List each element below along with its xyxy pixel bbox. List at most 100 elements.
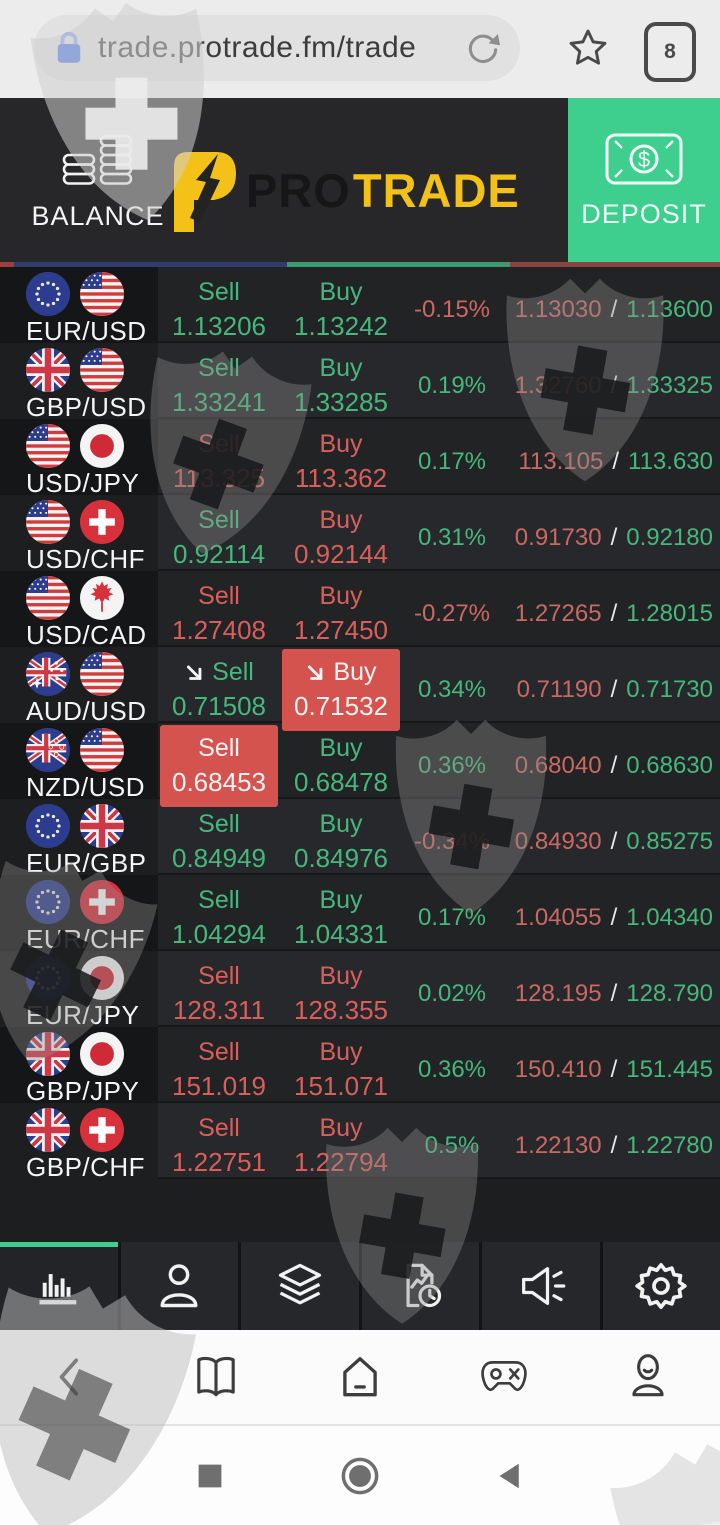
market-row[interactable]: NZD/USD Sell 0.68453 Buy 0.68478 0.36% 0…: [0, 723, 720, 809]
sell-button[interactable]: Sell 0.84949: [160, 801, 278, 883]
buy-button[interactable]: Buy 1.04331: [282, 877, 400, 959]
bookmark-star-icon[interactable]: [566, 26, 610, 70]
change-percent: 0.02%: [417, 980, 487, 1007]
pair-cell[interactable]: GBP/JPY: [0, 1027, 158, 1113]
daily-high: 151.445: [626, 1056, 713, 1083]
pair-cell[interactable]: GBP/CHF: [0, 1103, 158, 1189]
sell-price: 1.22751: [172, 1147, 266, 1177]
browser-nav-profile[interactable]: [576, 1330, 720, 1424]
buy-price: 0.71532: [294, 691, 388, 721]
buy-label: Buy: [319, 734, 363, 762]
pair-flags: [26, 1032, 154, 1076]
toolbar-tab-history[interactable]: [361, 1242, 479, 1330]
pair-cell[interactable]: GBP/USD: [0, 343, 158, 429]
daily-low: 0.91730: [514, 524, 602, 551]
browser-nav-home[interactable]: [288, 1330, 432, 1424]
sell-label: Sell: [198, 734, 240, 762]
pair-cell[interactable]: EUR/USD: [0, 267, 158, 353]
buy-button[interactable]: Buy 1.22794: [282, 1105, 400, 1187]
pair-cell[interactable]: USD/CHF: [0, 495, 158, 581]
sell-button[interactable]: Sell 1.33241: [160, 345, 278, 427]
quote-flag-icon: [80, 728, 124, 772]
toolbar-tab-settings[interactable]: [602, 1242, 720, 1330]
android-nav-recents[interactable]: [189, 1455, 231, 1497]
buy-button[interactable]: Buy 0.84976: [282, 801, 400, 883]
buy-button[interactable]: Buy 128.355: [282, 953, 400, 1035]
toolbar-tab-profile[interactable]: [120, 1242, 238, 1330]
daily-high: 1.33325: [626, 372, 713, 399]
buy-button[interactable]: Buy 0.92144: [282, 497, 400, 579]
market-row[interactable]: EUR/USD Sell 1.13206 Buy 1.13242 -0.15% …: [0, 267, 720, 353]
base-flag-icon: [26, 348, 70, 392]
tab-counter-button[interactable]: 8: [644, 22, 696, 82]
sell-button[interactable]: Sell 151.019: [160, 1029, 278, 1111]
daily-low: 128.195: [514, 980, 602, 1007]
daily-low-high: 1.22130 / 1.22780: [502, 1103, 720, 1189]
quote-flag-icon: [80, 652, 124, 696]
market-table: EUR/USD Sell 1.13206 Buy 1.13242 -0.15% …: [0, 267, 720, 1189]
market-row[interactable]: AUD/USD Sell 0.71508 Buy 0.71532 0.34% 0…: [0, 647, 720, 733]
pair-cell[interactable]: EUR/JPY: [0, 951, 158, 1037]
sell-button[interactable]: Sell 128.311: [160, 953, 278, 1035]
buy-button[interactable]: Buy 0.68478: [282, 725, 400, 807]
browser-nav-games[interactable]: [432, 1330, 576, 1424]
toolbar-tab-sound[interactable]: [482, 1242, 600, 1330]
sell-price: 0.71508: [172, 691, 266, 721]
sell-button[interactable]: Sell 1.04294: [160, 877, 278, 959]
pair-cell[interactable]: NZD/USD: [0, 723, 158, 809]
sell-label: Sell: [198, 354, 240, 382]
quote-flag-icon: [80, 348, 124, 392]
buy-button[interactable]: Buy 113.362: [282, 421, 400, 503]
balance-button[interactable]: BALANCE: [28, 124, 168, 232]
market-row[interactable]: USD/CAD Sell 1.27408 Buy 1.27450 -0.27% …: [0, 571, 720, 657]
pair-cell[interactable]: EUR/GBP: [0, 799, 158, 885]
market-row[interactable]: EUR/JPY Sell 128.311 Buy 128.355 0.02% 1…: [0, 951, 720, 1037]
android-nav-back[interactable]: [489, 1455, 531, 1497]
sell-button[interactable]: Sell 0.92114: [160, 497, 278, 579]
sell-button[interactable]: Sell 0.71508: [160, 649, 278, 731]
deposit-button[interactable]: $ DEPOSIT: [568, 98, 720, 262]
pair-cell[interactable]: USD/JPY: [0, 419, 158, 505]
refresh-icon[interactable]: [462, 27, 504, 69]
pair-flags: [26, 348, 154, 392]
gamepad-icon: [479, 1352, 529, 1402]
sell-label: Sell: [198, 886, 240, 914]
market-row[interactable]: USD/CHF Sell 0.92114 Buy 0.92144 0.31% 0…: [0, 495, 720, 581]
market-row[interactable]: EUR/CHF Sell 1.04294 Buy 1.04331 0.17% 1…: [0, 875, 720, 961]
sell-button[interactable]: Sell 1.13206: [160, 269, 278, 351]
url-bar[interactable]: trade.protrade.fm/trade: [34, 15, 520, 81]
pair-cell[interactable]: AUD/USD: [0, 647, 158, 733]
buy-label: Buy: [319, 278, 363, 306]
daily-low-high: 0.68040 / 0.68630: [502, 723, 720, 809]
market-row[interactable]: USD/JPY Sell 113.325 Buy 113.362 0.17% 1…: [0, 419, 720, 505]
daily-low: 1.04055: [514, 904, 602, 931]
browser-nav-back[interactable]: [0, 1330, 144, 1424]
browser-nav-bookmarks[interactable]: [144, 1330, 288, 1424]
toolbar-tab-assets[interactable]: [241, 1242, 359, 1330]
buy-button[interactable]: Buy 0.71532: [282, 649, 400, 731]
sell-button[interactable]: Sell 113.325: [160, 421, 278, 503]
url-text[interactable]: trade.protrade.fm/trade: [98, 31, 417, 64]
market-row[interactable]: EUR/GBP Sell 0.84949 Buy 0.84976 -0.34% …: [0, 799, 720, 885]
quote-flag-icon: [80, 956, 124, 1000]
toolbar-tab-markets[interactable]: [0, 1242, 118, 1330]
market-row[interactable]: GBP/USD Sell 1.33241 Buy 1.33285 0.19% 1…: [0, 343, 720, 429]
daily-low-high: 113.105 / 113.630: [502, 419, 720, 505]
sell-button[interactable]: Sell 0.68453: [160, 725, 278, 807]
market-row[interactable]: GBP/JPY Sell 151.019 Buy 151.071 0.36% 1…: [0, 1027, 720, 1113]
daily-high: 0.92180: [626, 524, 713, 551]
buy-button[interactable]: Buy 151.071: [282, 1029, 400, 1111]
buy-button[interactable]: Buy 1.27450: [282, 573, 400, 655]
sell-button[interactable]: Sell 1.27408: [160, 573, 278, 655]
pair-label: USD/CHF: [26, 544, 146, 574]
sell-button[interactable]: Sell 1.22751: [160, 1105, 278, 1187]
daily-low: 0.84930: [514, 828, 602, 855]
market-row[interactable]: GBP/CHF Sell 1.22751 Buy 1.22794 0.5% 1.…: [0, 1103, 720, 1189]
android-nav-home[interactable]: [339, 1455, 381, 1497]
buy-button[interactable]: Buy 1.33285: [282, 345, 400, 427]
base-flag-icon: [26, 880, 70, 924]
pair-cell[interactable]: USD/CAD: [0, 571, 158, 657]
home-icon: [335, 1352, 385, 1402]
pair-cell[interactable]: EUR/CHF: [0, 875, 158, 961]
buy-button[interactable]: Buy 1.13242: [282, 269, 400, 351]
